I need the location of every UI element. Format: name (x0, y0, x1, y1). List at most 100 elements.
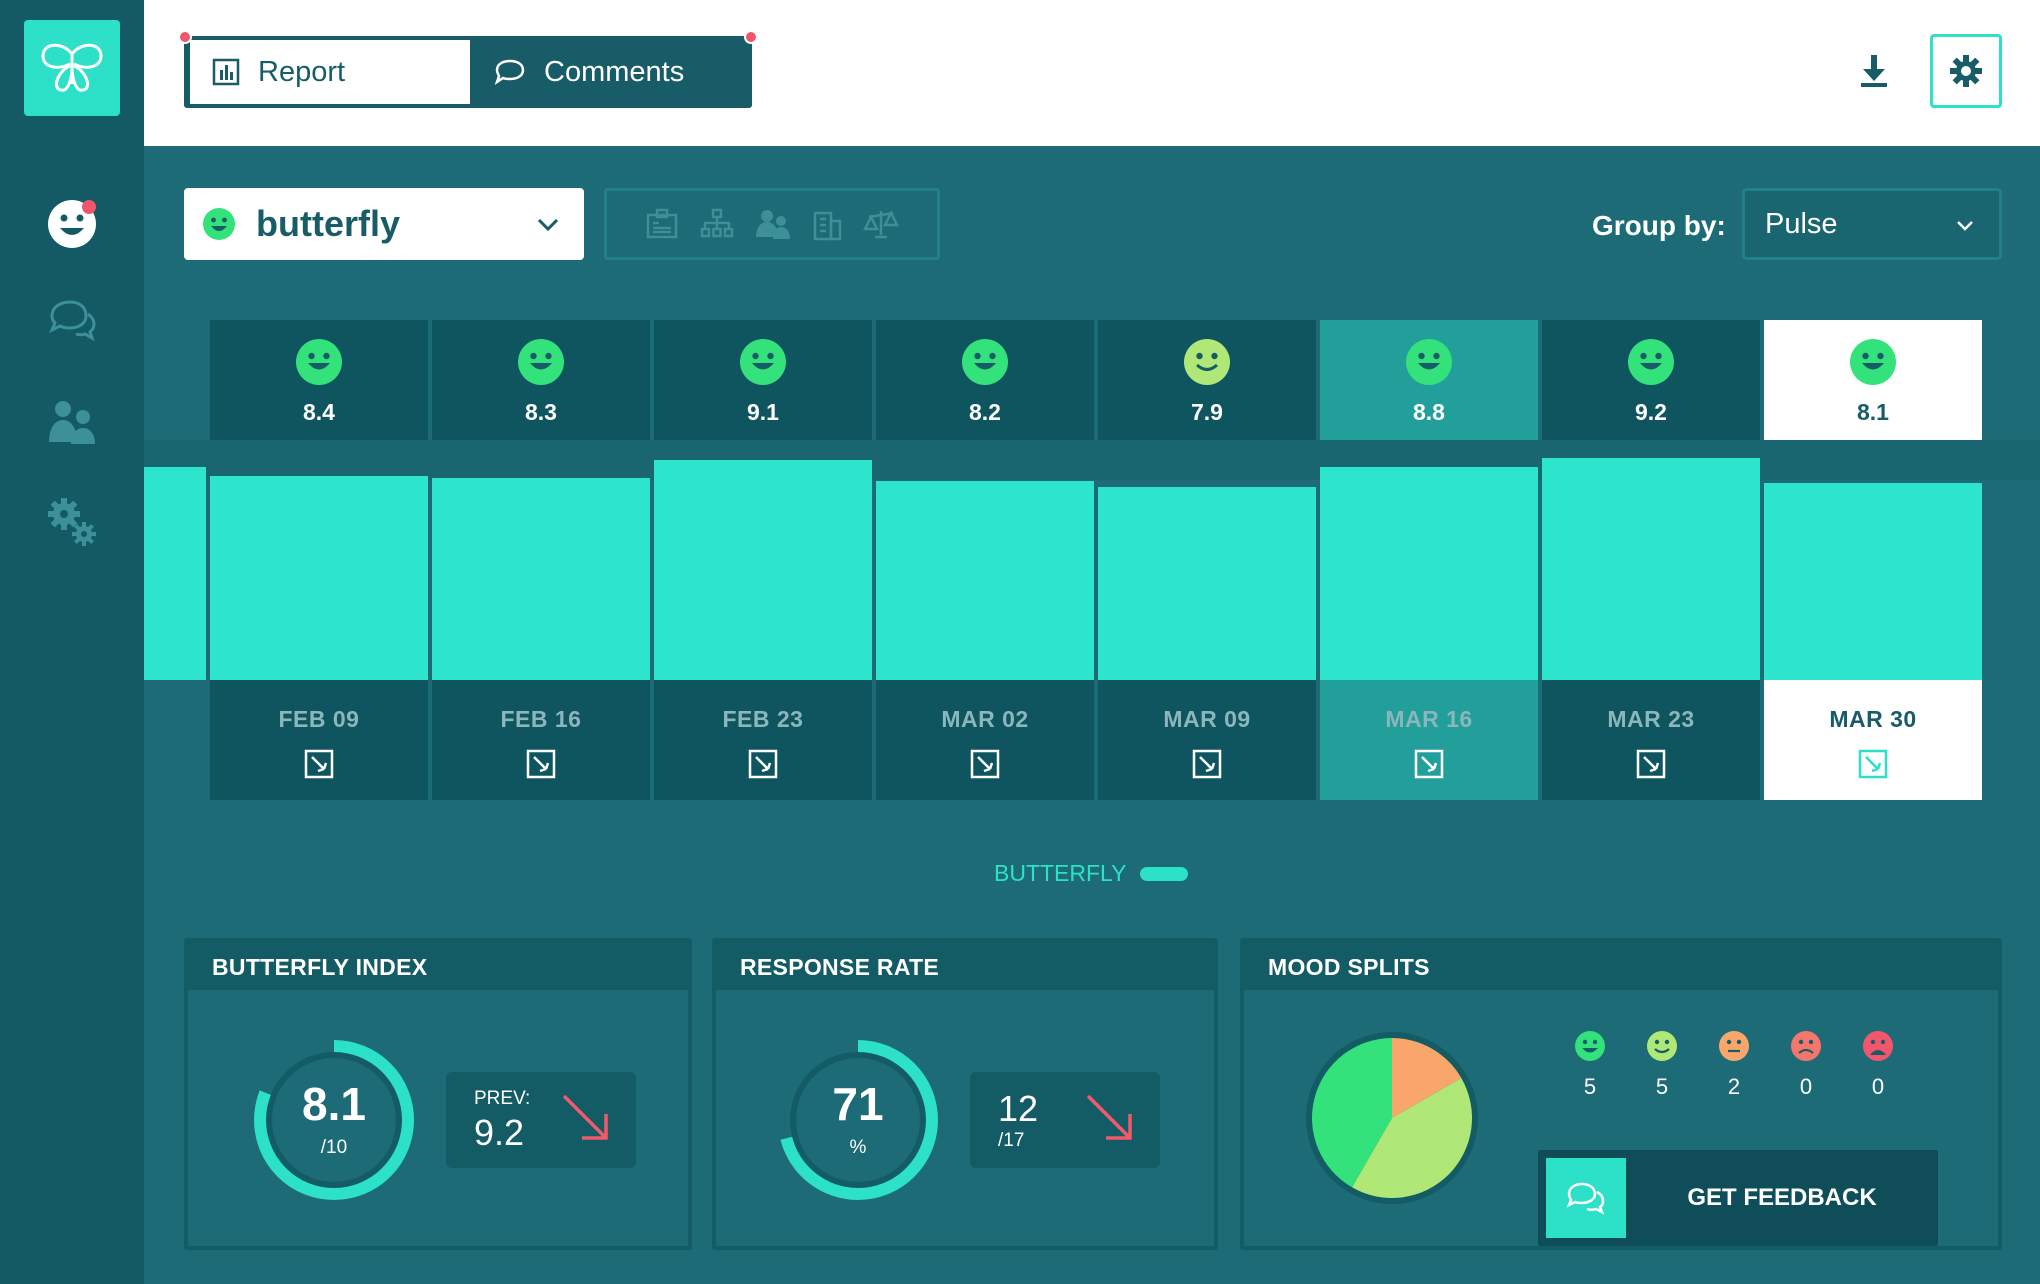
response-total: /17 (998, 1130, 1025, 1151)
butterfly-index-card: BUTTERFLY INDEX 8.1 /10 PREV: 9.2 (184, 938, 692, 1250)
response-gauge-arc (778, 1040, 938, 1200)
edit-note-button[interactable] (1192, 749, 1222, 784)
score-header: 9.2 (1542, 320, 1760, 440)
chart-bar (1542, 458, 1760, 680)
tab-comments[interactable]: Comments (474, 40, 746, 104)
chart-bar (432, 478, 650, 680)
score-label: 9.2 (1635, 399, 1667, 425)
scale-icon[interactable] (862, 207, 899, 241)
card-body: 5 5 2 0 (1244, 990, 1998, 1246)
chart-column[interactable]: 8.1 MAR 30 (1764, 320, 1982, 800)
get-feedback-button[interactable]: GET FEEDBACK (1538, 1150, 1938, 1246)
building-icon[interactable] (812, 207, 842, 241)
chart-column[interactable]: 8.3 FEB 16 (432, 320, 650, 800)
settings-button[interactable] (1930, 34, 2002, 108)
index-gauge-arc (254, 1040, 414, 1200)
very-happy-face-icon (962, 339, 1008, 385)
org-chart-icon[interactable] (700, 207, 734, 241)
edit-note-button[interactable] (1858, 749, 1888, 784)
response-rate-card: RESPONSE RATE 71 % 12 /17 (712, 938, 1218, 1250)
score-label: 8.4 (303, 399, 335, 425)
bar-chart-icon (212, 58, 240, 86)
date-footer: MAR 23 (1542, 680, 1760, 800)
very-happy-face-icon (296, 339, 342, 385)
very-sad-face-icon (1863, 1031, 1893, 1061)
mood-happy: 5 (1626, 1030, 1698, 1100)
date-footer: FEB 23 (654, 680, 872, 800)
chart-bar (210, 476, 428, 680)
date-label: FEB 23 (722, 706, 804, 732)
sidebar-item-teams[interactable] (42, 392, 102, 452)
comment-icon (494, 59, 525, 86)
date-footer: MAR 30 (1764, 680, 1982, 800)
edit-note-button[interactable] (748, 749, 778, 784)
notification-dot (178, 30, 192, 44)
chart-column[interactable]: 8.8 MAR 16 (1320, 320, 1538, 800)
chevron-down-icon (1957, 221, 1973, 231)
trend-down-arrow-icon (562, 1094, 608, 1140)
date-footer: FEB 16 (432, 680, 650, 800)
chart-bar (654, 460, 872, 680)
score-header: 8.4 (210, 320, 428, 440)
date-label: MAR 30 (1829, 706, 1917, 732)
segment-filter-bar (604, 188, 940, 260)
very-happy-face-icon (518, 339, 564, 385)
gear-icon (1950, 55, 1982, 87)
gears-icon (48, 498, 96, 546)
mood-sad: 0 (1770, 1030, 1842, 1100)
chart-bar (1098, 487, 1316, 680)
chart-column[interactable]: 9.2 MAR 23 (1542, 320, 1760, 800)
happy-face-icon (1647, 1031, 1677, 1061)
very-happy-face-icon (1850, 339, 1896, 385)
tab-report-label: Report (258, 55, 346, 88)
score-label: 8.8 (1413, 399, 1445, 425)
chart-column[interactable]: 8.4 FEB 09 (210, 320, 428, 800)
response-unit: % (849, 1137, 867, 1158)
score-header: 8.3 (432, 320, 650, 440)
chevron-down-icon (537, 218, 559, 232)
get-feedback-label: GET FEEDBACK (1687, 1184, 1877, 1211)
sidebar-item-mood[interactable] (42, 194, 102, 254)
index-value: 8.1 (302, 1078, 366, 1130)
tab-comments-label: Comments (544, 55, 685, 88)
sidebar-item-settings[interactable] (42, 492, 102, 552)
group-by-dropdown[interactable]: Pulse (1742, 188, 2002, 260)
edit-note-button[interactable] (1636, 749, 1666, 784)
date-footer: MAR 16 (1320, 680, 1538, 800)
tab-report[interactable]: Report (190, 40, 470, 104)
view-tabs: Report Comments (178, 30, 758, 108)
edit-note-button[interactable] (304, 749, 334, 784)
edit-note-icon (1414, 749, 1444, 779)
card-title: BUTTERFLY INDEX (212, 954, 428, 980)
chart-column[interactable]: 8.2 MAR 02 (876, 320, 1094, 800)
card-body: 8.1 /10 PREV: 9.2 (188, 990, 688, 1246)
edit-note-button[interactable] (526, 749, 556, 784)
edit-note-button[interactable] (1414, 749, 1444, 784)
download-icon (1861, 55, 1887, 87)
date-footer: MAR 02 (876, 680, 1094, 800)
survey-dropdown[interactable]: butterfly (184, 188, 584, 260)
edit-note-button[interactable] (970, 749, 1000, 784)
chart-column[interactable]: 7.9 MAR 09 (1098, 320, 1316, 800)
date-label: MAR 16 (1385, 706, 1473, 732)
date-label: MAR 09 (1163, 706, 1251, 732)
mood-count: 0 (1871, 1074, 1885, 1099)
prev-value: 9.2 (474, 1112, 525, 1153)
sidebar-item-comments[interactable] (42, 290, 102, 350)
butterfly-logo-icon[interactable] (24, 20, 120, 116)
date-label: FEB 09 (278, 706, 360, 732)
download-button[interactable] (1838, 34, 1910, 108)
score-label: 7.9 (1191, 399, 1223, 425)
group-icon[interactable] (755, 207, 791, 241)
chart-column[interactable]: 9.1 FEB 23 (654, 320, 872, 800)
edit-note-icon (1192, 749, 1222, 779)
mood-neutral: 2 (1698, 1030, 1770, 1100)
chat-icon (1546, 1158, 1626, 1238)
pie-slice-neutral (1392, 1038, 1462, 1118)
chart-legend[interactable]: BUTTERFLY (994, 860, 1189, 887)
pulse-score-chart: 8.4 FEB 09 8.3 FEB 16 9.1 FEB 23 8.2 MAR 02 7.9 M… (144, 320, 2040, 800)
id-card-icon[interactable] (645, 207, 679, 241)
card-title: MOOD SPLITS (1268, 954, 1430, 980)
edit-note-icon (970, 749, 1000, 779)
score-header: 8.1 (1764, 320, 1982, 440)
